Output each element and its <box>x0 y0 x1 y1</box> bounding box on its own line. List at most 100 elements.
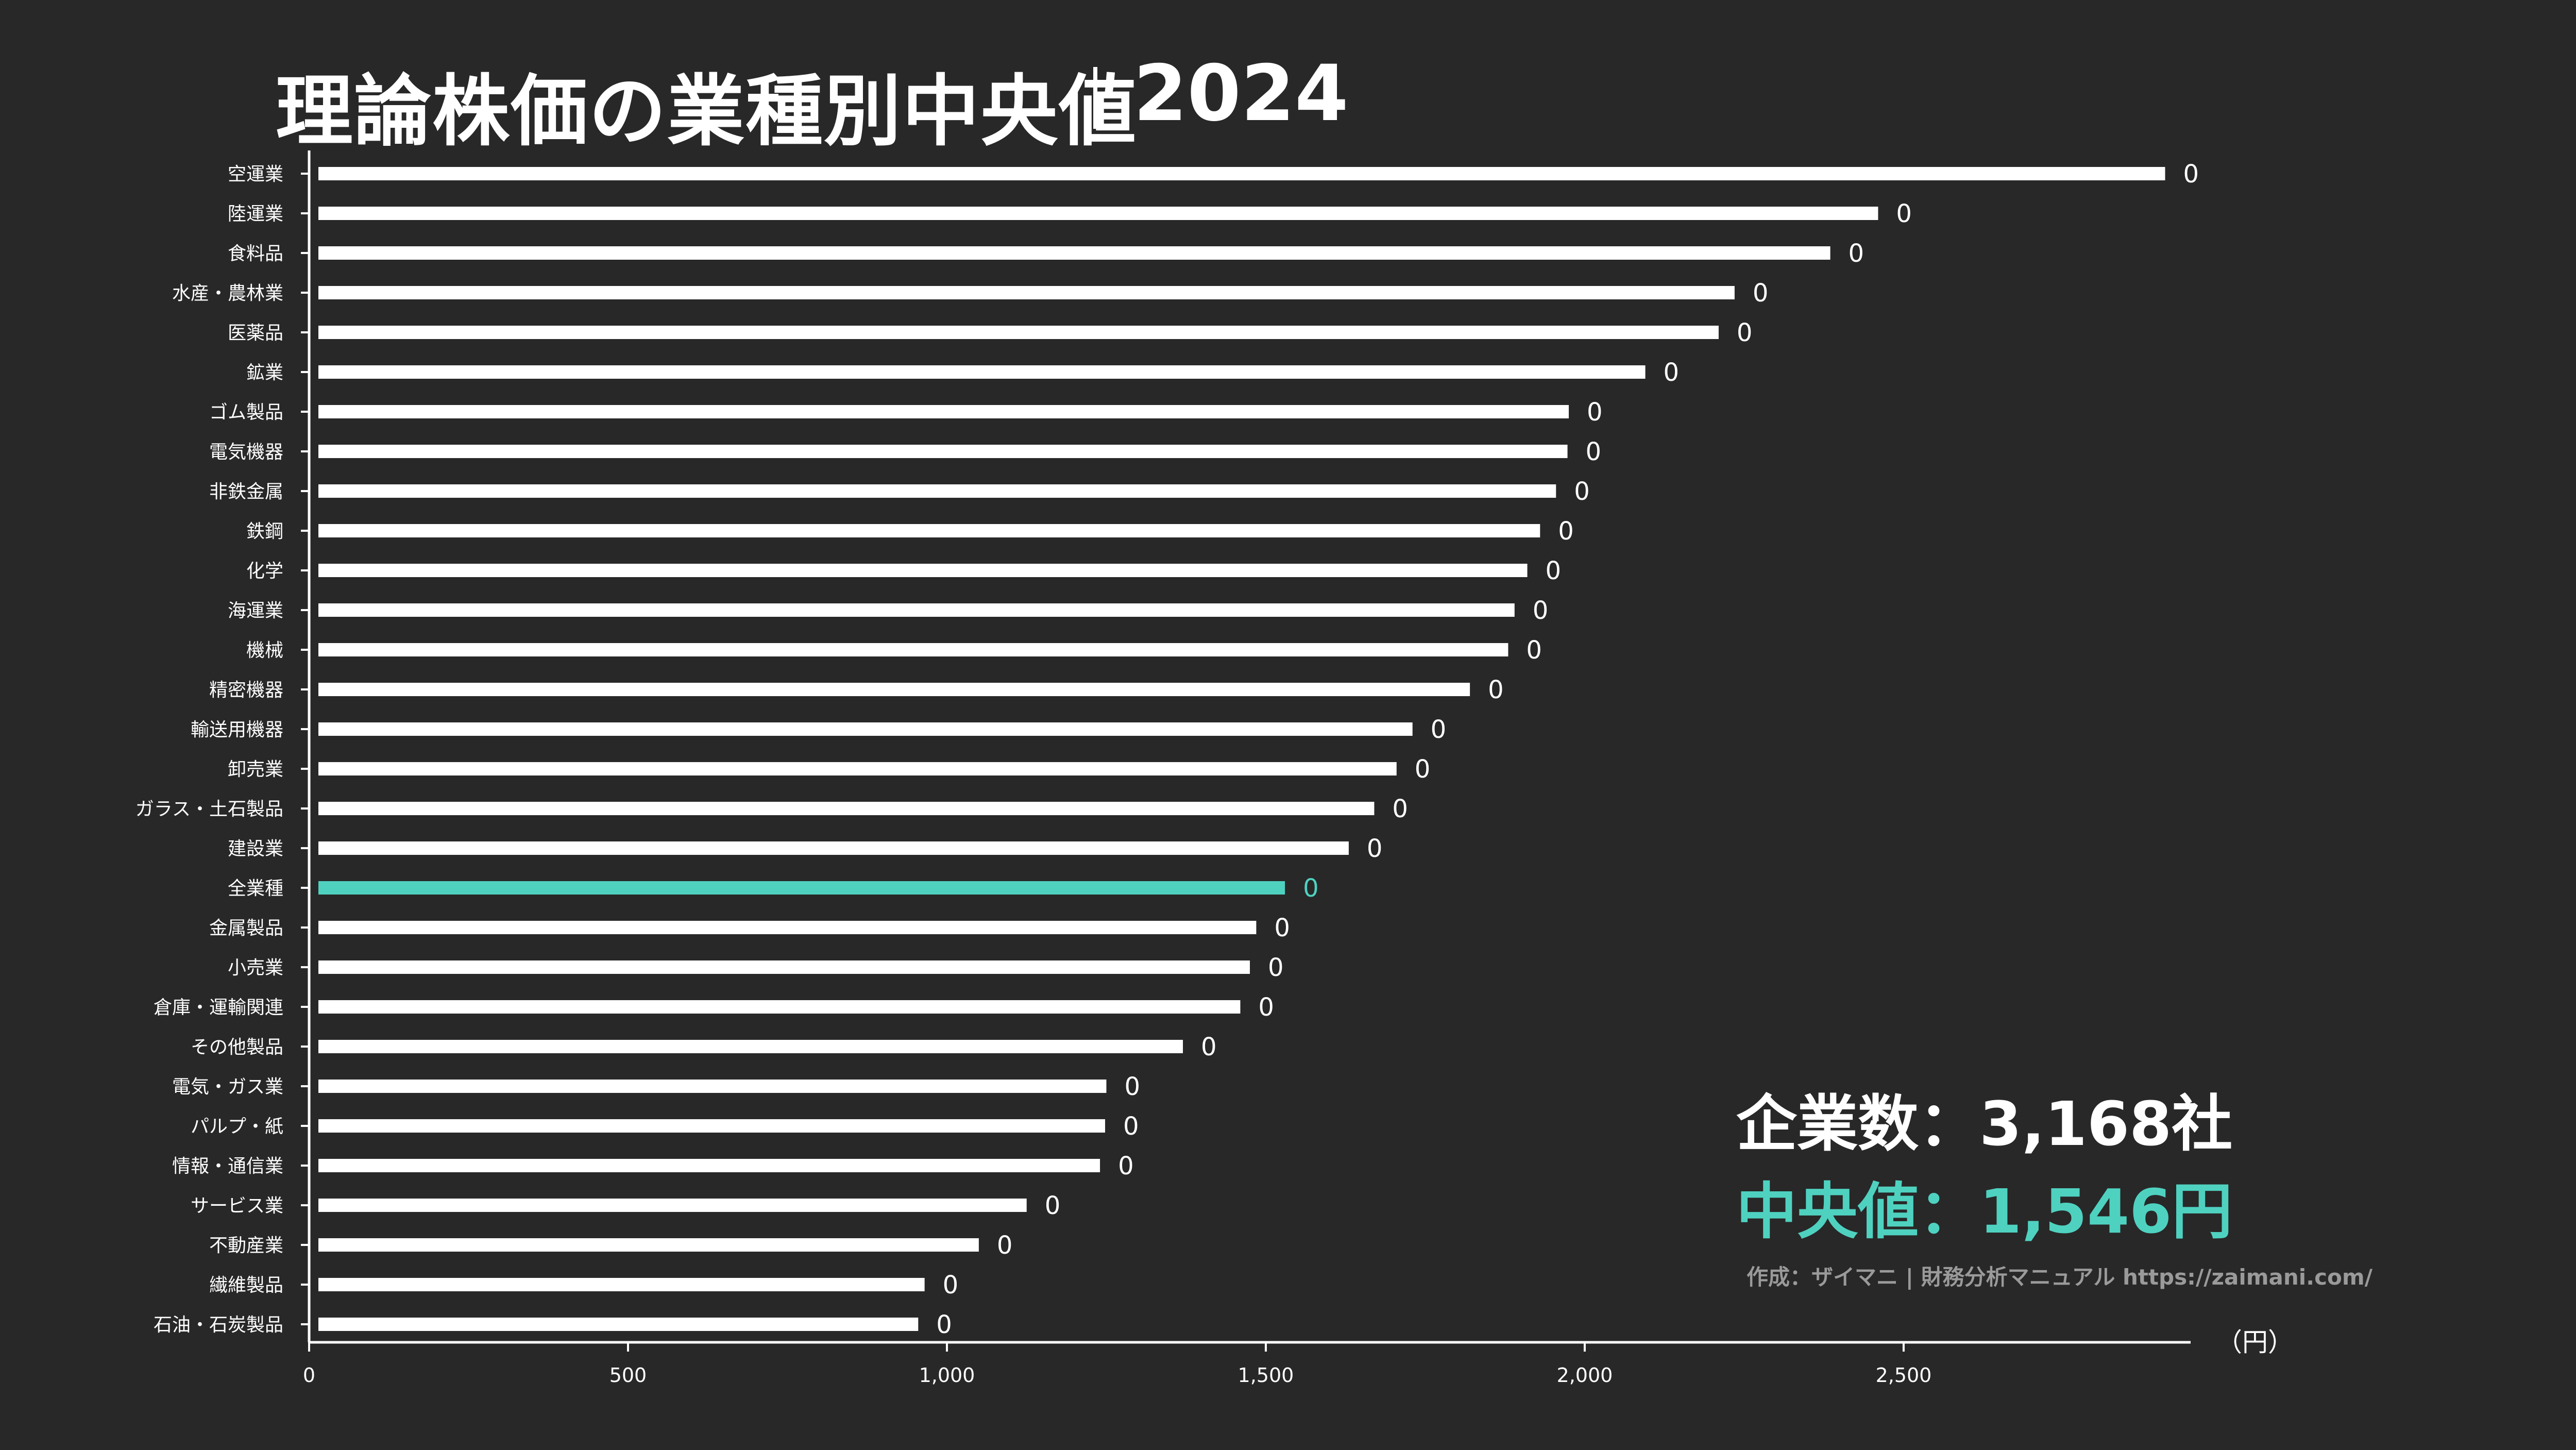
bar <box>318 1080 1107 1093</box>
category-label: 不動産業 <box>209 1235 283 1256</box>
bar <box>318 1119 1105 1133</box>
value-label: 0 <box>1123 1112 1139 1141</box>
category-label: 機械 <box>246 640 283 661</box>
category-label: 精密機器 <box>209 680 283 701</box>
value-label: 0 <box>1488 676 1504 704</box>
value-label: 0 <box>1045 1191 1061 1220</box>
bar <box>318 326 1719 339</box>
category-label: 輸送用機器 <box>191 719 283 740</box>
value-label: 0 <box>1392 795 1408 823</box>
category-label: 鉱業 <box>246 362 283 383</box>
bar <box>318 1159 1100 1172</box>
value-label: 0 <box>1574 477 1590 506</box>
value-label: 0 <box>1124 1072 1140 1101</box>
category-label: ガラス・土石製品 <box>135 799 283 820</box>
bar <box>318 841 1349 855</box>
x-tick-label: 2,000 <box>1557 1364 1613 1387</box>
bar <box>318 167 2165 180</box>
category-label: 電気・ガス業 <box>172 1076 283 1098</box>
x-tick-label: 500 <box>609 1364 647 1387</box>
x-tick-label: 2,500 <box>1876 1364 1932 1387</box>
value-label: 0 <box>1849 239 1865 268</box>
category-label: 倉庫・運輸関連 <box>154 997 283 1018</box>
value-label: 0 <box>1753 279 1769 308</box>
value-label: 0 <box>1587 398 1603 427</box>
value-label: 0 <box>1546 557 1562 585</box>
value-label: 0 <box>936 1310 952 1339</box>
category-label: ゴム製品 <box>209 402 283 423</box>
value-label: 0 <box>1303 874 1319 903</box>
bar <box>318 405 1569 418</box>
bar <box>318 1199 1027 1212</box>
bar <box>318 1238 979 1252</box>
value-label: 0 <box>1896 199 1912 228</box>
value-label: 0 <box>1586 437 1602 466</box>
page-title: 理論株価の業種別中央値 <box>276 67 1138 157</box>
category-label: 空運業 <box>228 164 283 185</box>
bar <box>318 722 1413 736</box>
category-label: その他製品 <box>191 1037 283 1058</box>
category-label: 陸運業 <box>228 204 283 225</box>
bar <box>318 643 1509 656</box>
category-label: パルプ・紙 <box>191 1116 283 1137</box>
category-label: 全業種 <box>228 878 283 899</box>
category-label: 情報・通信業 <box>172 1156 283 1177</box>
bar <box>318 564 1528 577</box>
x-tick-label: 1,500 <box>1238 1364 1294 1387</box>
bar <box>318 246 1831 260</box>
bar <box>318 1040 1183 1053</box>
category-label: 建設業 <box>228 838 283 859</box>
median-value: 中央値：1,546円 <box>1736 1176 2233 1247</box>
bar <box>318 286 1735 299</box>
bar <box>318 524 1540 537</box>
bar <box>318 603 1515 617</box>
value-label: 0 <box>1415 755 1431 784</box>
bar <box>318 484 1556 498</box>
value-label: 0 <box>1533 596 1549 625</box>
value-label: 0 <box>1431 715 1447 744</box>
category-label: サービス業 <box>191 1195 283 1217</box>
value-label: 0 <box>1201 1033 1217 1061</box>
value-label: 0 <box>943 1271 959 1300</box>
title-year: 2024 <box>1133 49 1349 139</box>
bar <box>318 1278 925 1291</box>
category-label: 食料品 <box>228 243 283 264</box>
bar <box>318 1318 919 1331</box>
bar <box>318 445 1568 458</box>
bar <box>318 802 1375 815</box>
category-label: 繊維製品 <box>209 1275 283 1296</box>
x-tick-label: 0 <box>303 1364 315 1387</box>
value-label: 0 <box>997 1231 1013 1260</box>
category-label: 医薬品 <box>228 323 283 344</box>
value-label: 0 <box>1274 914 1290 942</box>
title-separator <box>1093 67 1097 129</box>
value-label: 0 <box>1268 953 1284 982</box>
bar <box>318 881 1285 895</box>
value-label: 0 <box>2183 160 2199 189</box>
bar <box>318 1000 1241 1014</box>
bar <box>318 683 1470 696</box>
category-label: 小売業 <box>228 957 283 979</box>
value-label: 0 <box>1558 517 1574 546</box>
category-label: 金属製品 <box>209 918 283 939</box>
value-label: 0 <box>1737 318 1753 347</box>
value-label: 0 <box>1118 1152 1134 1181</box>
category-label: 鉄鋼 <box>246 521 283 542</box>
value-label: 0 <box>1664 358 1680 387</box>
category-label: 水産・農林業 <box>172 283 283 304</box>
x-tick-label: 1,000 <box>919 1364 975 1387</box>
category-label: 石油・石炭製品 <box>154 1314 283 1336</box>
bar <box>318 762 1397 775</box>
x-axis-unit: （円） <box>2216 1327 2294 1357</box>
bar <box>318 921 1257 934</box>
category-label: 化学 <box>246 561 283 582</box>
bar <box>318 207 1878 220</box>
bar <box>318 960 1250 974</box>
value-label: 0 <box>1367 834 1383 863</box>
value-label: 0 <box>1258 993 1274 1022</box>
category-label: 卸売業 <box>228 759 283 780</box>
company-count: 企業数：3,168社 <box>1736 1088 2233 1159</box>
credit-text: 作成：ザイマニ | 財務分析マニュアル https://zaimani.com/ <box>1747 1264 2372 1290</box>
category-label: 海運業 <box>228 600 283 621</box>
